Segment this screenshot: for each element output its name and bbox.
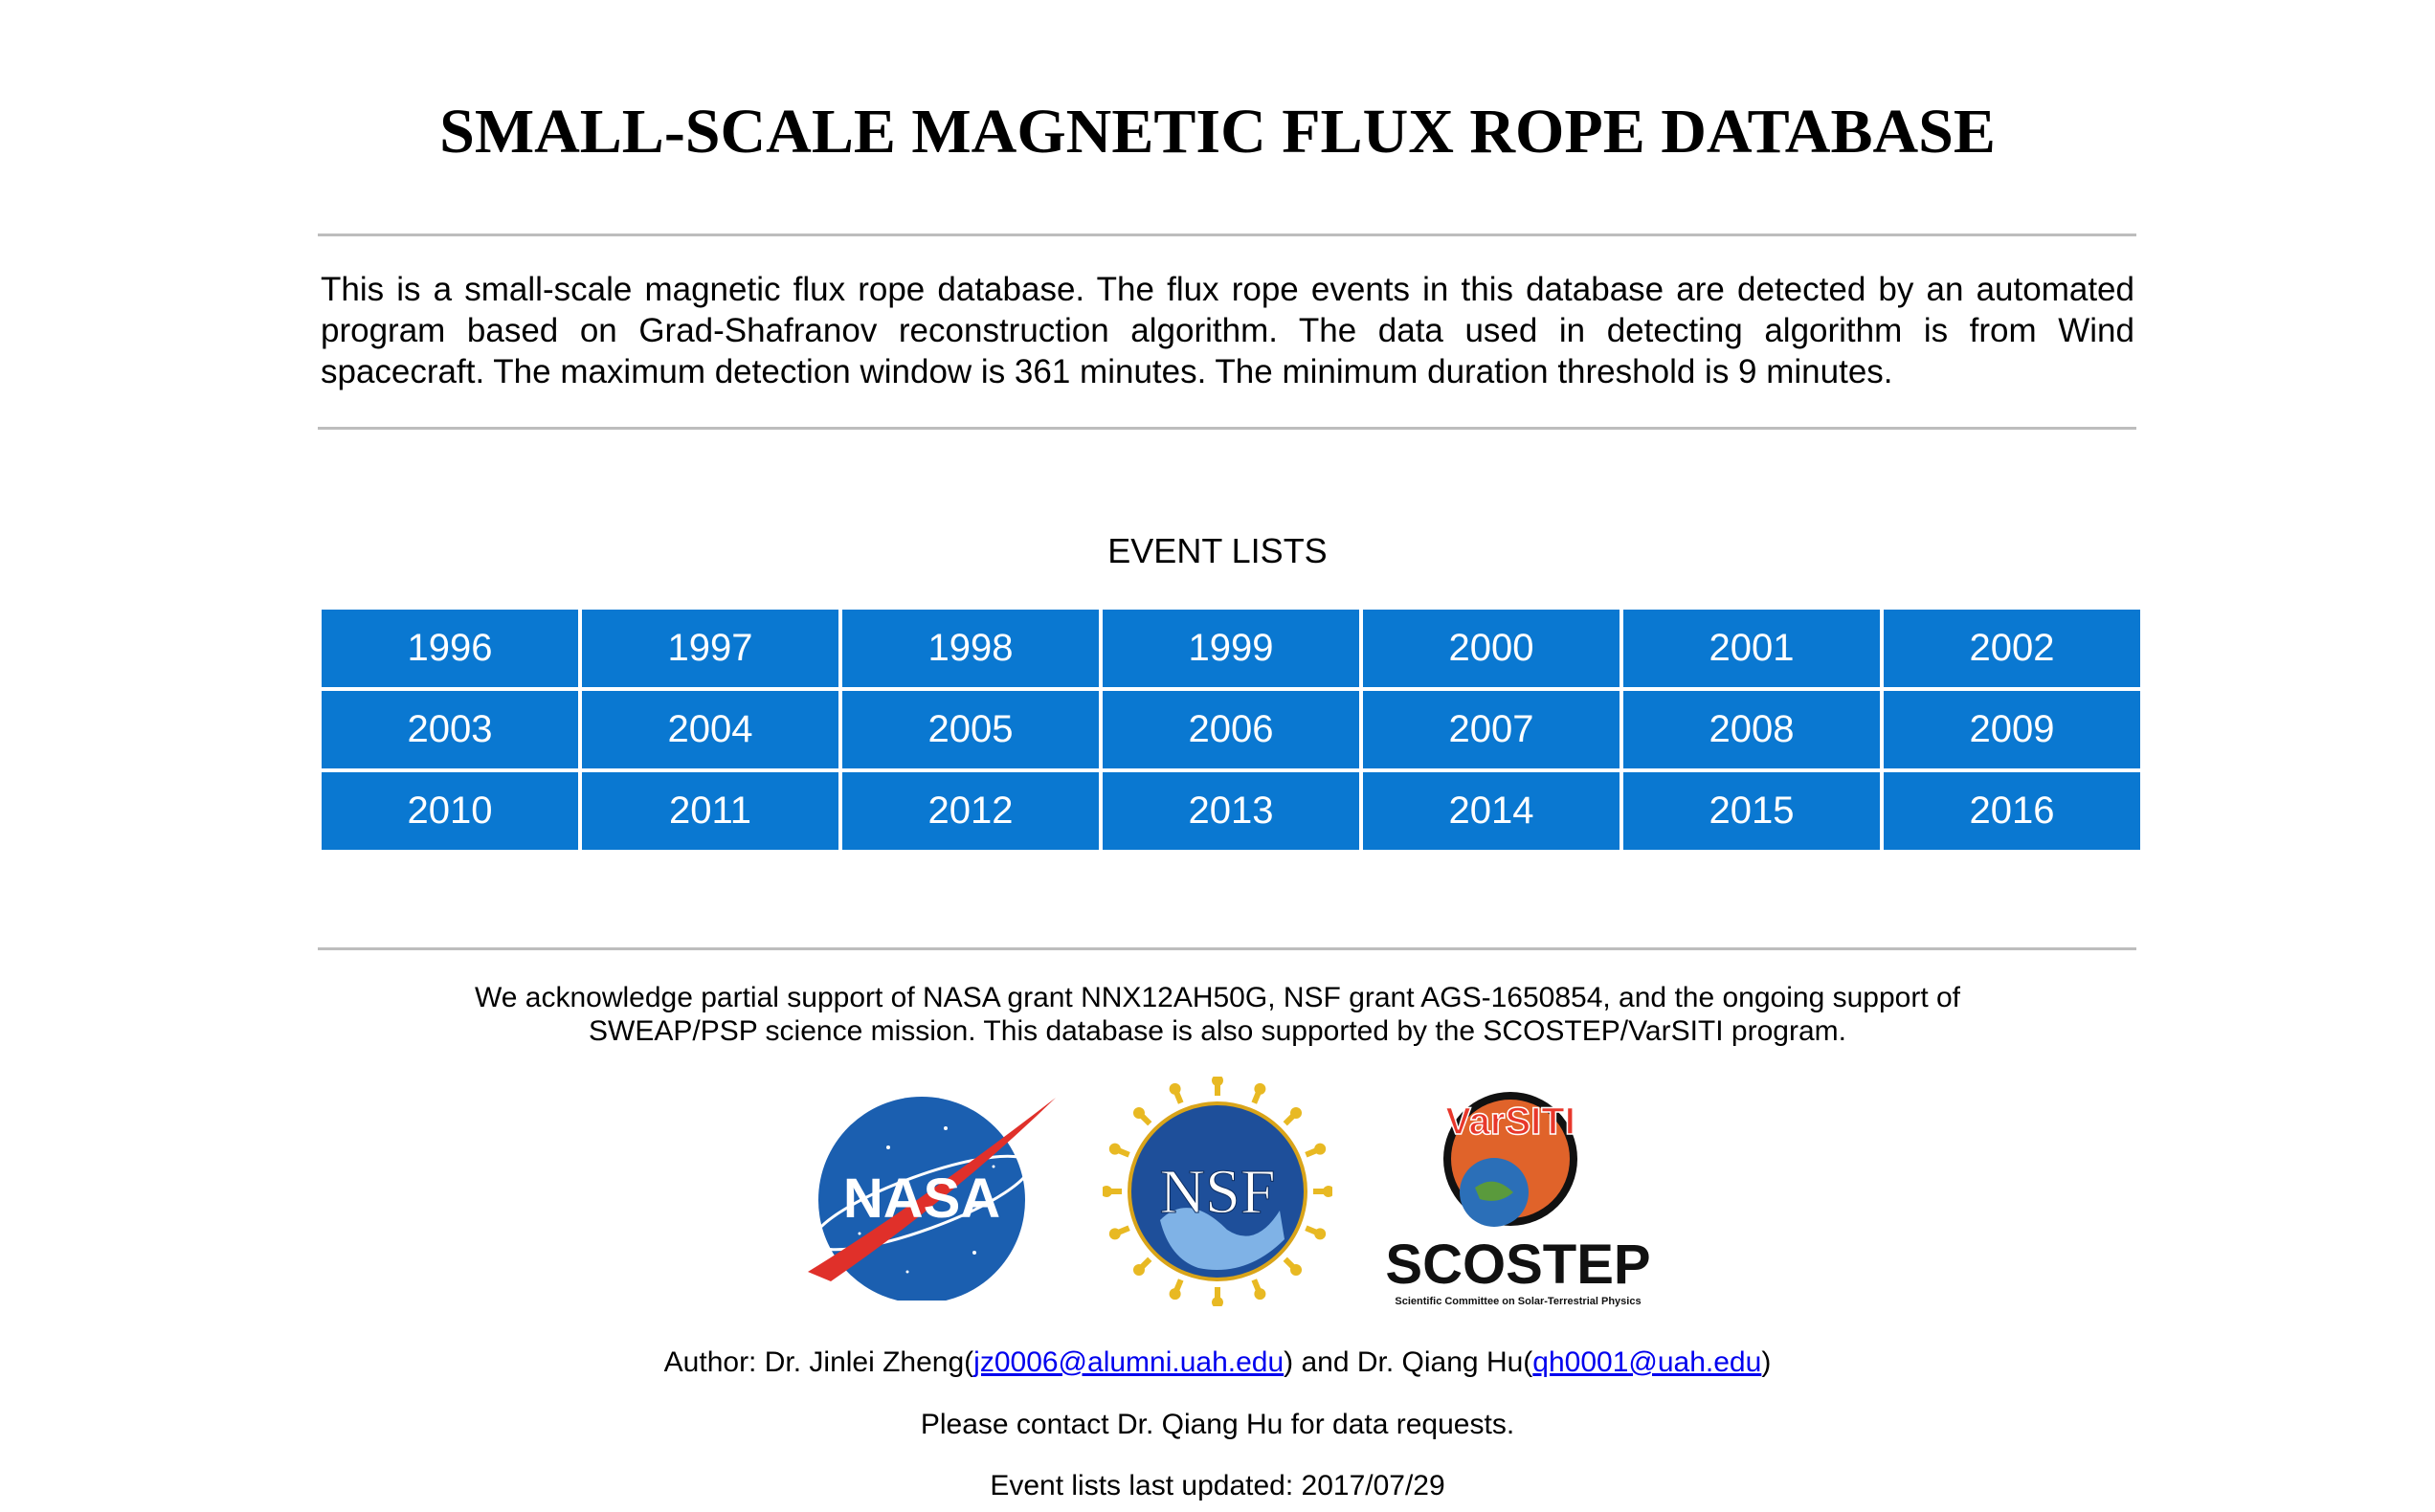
nsf-ray-tip xyxy=(1212,1077,1223,1086)
year-button-2014[interactable]: 2014 xyxy=(1363,772,1620,850)
nsf-ray-tip xyxy=(1103,1186,1112,1197)
year-button-2008[interactable]: 2008 xyxy=(1623,691,1880,768)
acknowledgement-line-1: We acknowledge partial support of NASA g… xyxy=(474,982,1961,1013)
event-lists-title: EVENT LISTS xyxy=(1107,531,1328,570)
footer-divider xyxy=(318,947,2136,950)
nsf-ray-tip xyxy=(1323,1186,1332,1197)
author-line: Author: Dr. Jinlei Zheng(jz0006@alumni.u… xyxy=(0,1346,2435,1379)
sponsor-logos: NASA NSF VarSITI SCOSTEP Scientific Comm… xyxy=(0,1077,2435,1311)
last-updated-line: Event lists last updated: 2017/07/29 xyxy=(990,1470,1445,1501)
nsf-logo: NSF xyxy=(1103,1077,1332,1306)
scostep-logo: VarSITI SCOSTEP Scientific Committee on … xyxy=(1385,1092,1651,1307)
year-grid: 1996 1997 1998 1999 2000 2001 2002 2003 2004 2005… xyxy=(322,610,2140,850)
year-button-2009[interactable]: 2009 xyxy=(1884,691,2140,768)
year-button-2012[interactable]: 2012 xyxy=(842,772,1099,850)
year-button-2011[interactable]: 2011 xyxy=(582,772,838,850)
acknowledgement-line-2: SWEAP/PSP science mission. This database… xyxy=(589,1015,1846,1047)
year-button-2007[interactable]: 2007 xyxy=(1363,691,1620,768)
year-button-1998[interactable]: 1998 xyxy=(842,610,1099,687)
author-suffix: ) xyxy=(1761,1346,1772,1378)
year-button-2004[interactable]: 2004 xyxy=(582,691,838,768)
year-button-2010[interactable]: 2010 xyxy=(322,772,578,850)
author-email-zheng-link[interactable]: jz0006@alumni.uah.edu xyxy=(973,1346,1285,1378)
nasa-logo-text: NASA xyxy=(843,1167,1000,1230)
year-button-2013[interactable]: 2013 xyxy=(1103,772,1359,850)
nsf-ray-tip xyxy=(1169,1288,1181,1301)
year-button-2006[interactable]: 2006 xyxy=(1103,691,1359,768)
top-divider xyxy=(318,233,2136,236)
nasa-logo: NASA xyxy=(808,1097,1056,1301)
author-middle: ) and Dr. Qiang Hu( xyxy=(1284,1346,1533,1378)
nsf-ray-tip xyxy=(1169,1082,1181,1095)
year-button-2001[interactable]: 2001 xyxy=(1623,610,1880,687)
year-button-2003[interactable]: 2003 xyxy=(322,691,578,768)
varsiti-logo-text: VarSITI xyxy=(1445,1101,1575,1143)
intro-paragraph: This is a small-scale magnetic flux rope… xyxy=(321,271,2134,390)
nsf-ray-tip xyxy=(1132,1106,1145,1119)
nsf-ray-tip xyxy=(1290,1106,1303,1119)
nsf-ray-tip xyxy=(1212,1297,1223,1306)
nsf-ray-tip xyxy=(1314,1143,1327,1155)
year-button-1999[interactable]: 1999 xyxy=(1103,610,1359,687)
year-button-2015[interactable]: 2015 xyxy=(1623,772,1880,850)
scostep-logo-text: SCOSTEP xyxy=(1385,1234,1650,1296)
nsf-ray-tip xyxy=(1314,1228,1327,1240)
scostep-tagline: Scientific Committee on Solar-Terrestria… xyxy=(1395,1296,1641,1307)
nsf-ray-tip xyxy=(1108,1228,1121,1240)
acknowledgement: We acknowledge partial support of NASA g… xyxy=(0,981,2435,1048)
nsf-ray-tip xyxy=(1254,1288,1266,1301)
nsf-ray-tip xyxy=(1290,1264,1303,1277)
contact-line: Please contact Dr. Qiang Hu for data req… xyxy=(920,1409,1515,1440)
year-button-2000[interactable]: 2000 xyxy=(1363,610,1620,687)
nsf-logo-text: NSF xyxy=(1159,1157,1275,1227)
nsf-ray-tip xyxy=(1254,1082,1266,1095)
nsf-ray-tip xyxy=(1132,1264,1145,1277)
year-button-2016[interactable]: 2016 xyxy=(1884,772,2140,850)
page-title: SMALL-SCALE MAGNETIC FLUX ROPE DATABASE xyxy=(439,97,1996,167)
author-prefix: Author: Dr. Jinlei Zheng( xyxy=(663,1346,974,1378)
nsf-ray-tip xyxy=(1108,1143,1121,1155)
year-button-1997[interactable]: 1997 xyxy=(582,610,838,687)
year-button-2005[interactable]: 2005 xyxy=(842,691,1099,768)
year-button-1996[interactable]: 1996 xyxy=(322,610,578,687)
author-email-hu-link[interactable]: qh0001@uah.edu xyxy=(1532,1346,1762,1378)
year-button-2002[interactable]: 2002 xyxy=(1884,610,2140,687)
intro-divider xyxy=(318,427,2136,430)
